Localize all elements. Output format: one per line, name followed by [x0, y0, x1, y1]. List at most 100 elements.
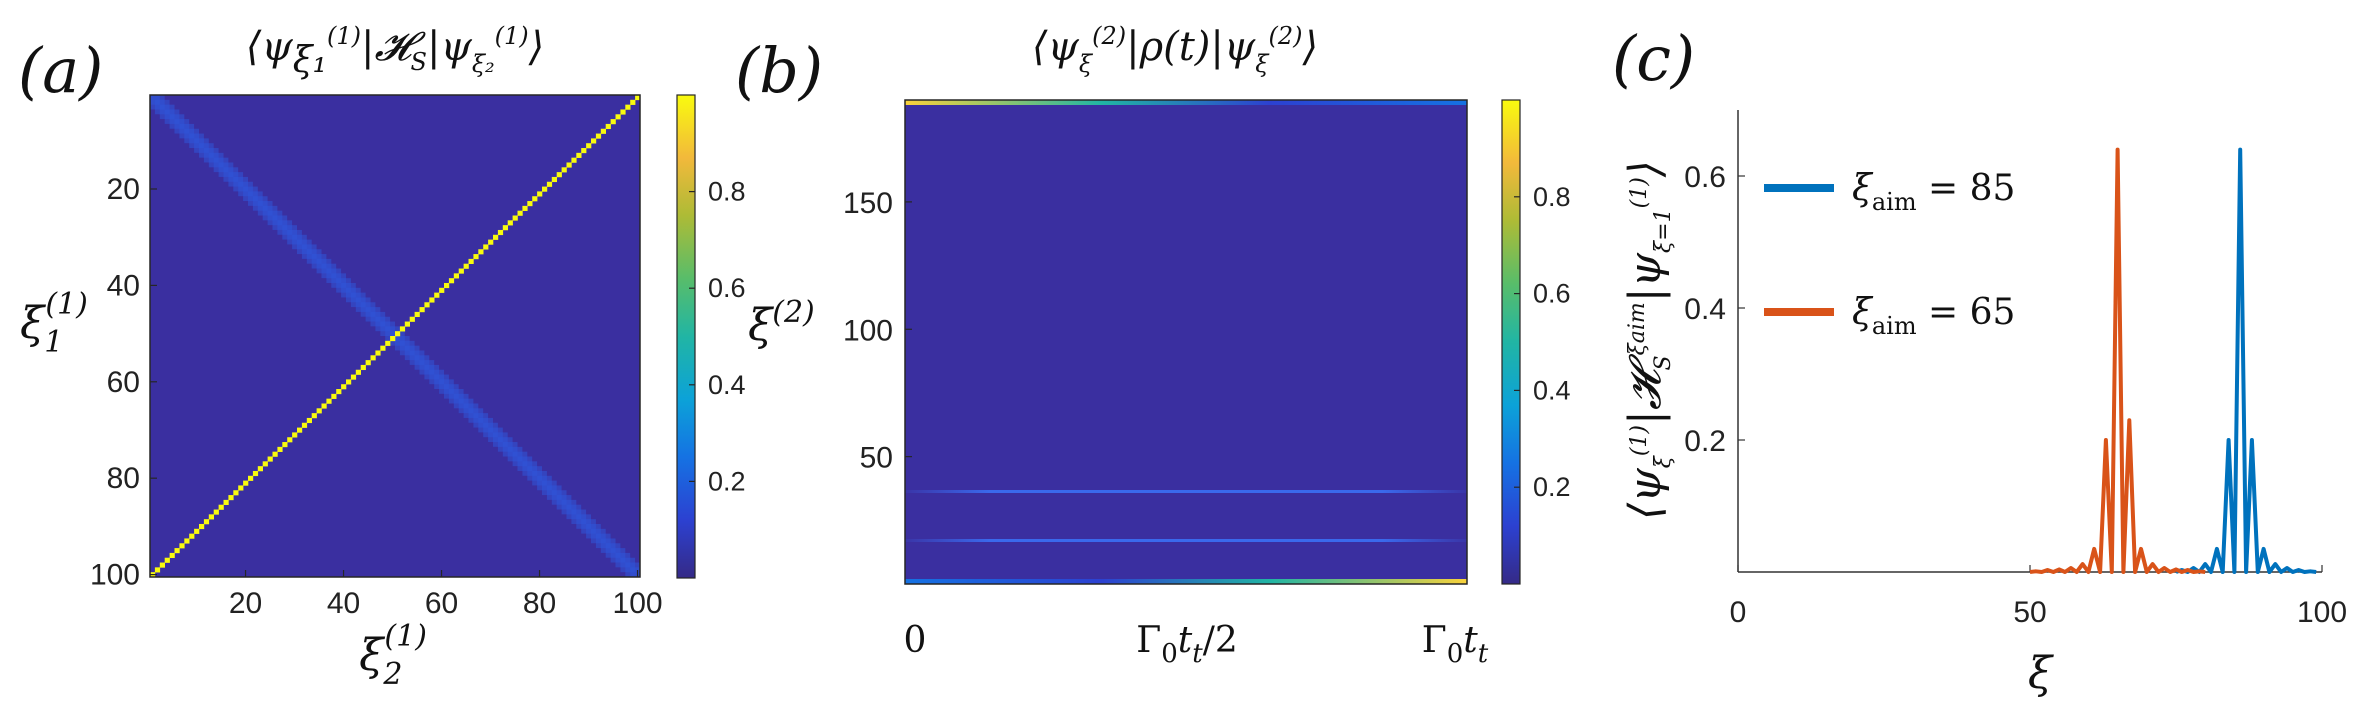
heatmap-a-diag-cell: [390, 336, 396, 342]
panel-b-colorbar: [1501, 99, 1521, 585]
heatmap-a-diag-cell: [635, 95, 640, 101]
heatmap-a-diag-cell: [566, 162, 572, 168]
heatmap-a-diag-cell: [277, 446, 283, 452]
heatmap-a-diag-cell: [154, 567, 161, 573]
heatmap-a-diag-cell: [331, 393, 337, 399]
heatmap-a-diag-cell: [483, 244, 489, 250]
heatmap-a-diag-cell: [404, 321, 410, 327]
heatmap-a-diag-cell: [208, 514, 214, 520]
heatmap-a-diag-cell: [238, 485, 244, 491]
heatmap-a-diag-cell: [512, 215, 518, 221]
panel-a: (a) ⟨ψξ₁(1)|𝓗S|ψξ₂(1)⟩ 20 40 60 80 100 20 40 6…: [18, 22, 746, 692]
heatmap-a-diag-cell: [478, 249, 484, 255]
heatmap-a-diag-cell: [630, 99, 636, 105]
heatmap-a-diag-cell: [380, 345, 386, 351]
panel-b-row-top: [905, 100, 1467, 105]
y-tick-label: 150: [843, 187, 893, 220]
heatmap-a-diag-cell: [571, 157, 577, 163]
heatmap-a-diag-cell: [257, 466, 263, 472]
heatmap-a-diag-cell: [414, 311, 420, 318]
heatmap-a-diag-cell: [561, 167, 567, 173]
heatmap-a-diag-cell: [424, 302, 430, 308]
heatmap-a-diag-cell: [370, 355, 376, 361]
heatmap-a-diag-cell: [184, 538, 190, 544]
heatmap-a-diag-cell: [194, 528, 200, 534]
heatmap-a-diag-cell: [473, 254, 479, 260]
colorbar-tick-label: 0.8: [1533, 182, 1571, 212]
series-line-65: [2029, 147, 2206, 574]
colorbar-tick-label: 0.4: [708, 370, 746, 400]
heatmap-a-diag-cell: [179, 543, 185, 549]
heatmap-a-diag-cell: [463, 263, 469, 269]
heatmap-a-diag-cell: [458, 268, 464, 274]
y-tick-label: 0.4: [1684, 293, 1726, 326]
y-tick-label: 80: [107, 462, 140, 495]
heatmap-a-diag-cell: [169, 552, 175, 559]
panel-b: (b) ⟨ψξ(2)|ρ(t)|ψξ(2)⟩ 50 100 150 0 Γ0tt/2…: [735, 22, 1571, 669]
heatmap-a-diag-cell: [306, 417, 312, 424]
heatmap-a-diag-cell: [203, 519, 210, 525]
panel-c-series: [2029, 147, 2317, 574]
heatmap-a-diag-cell: [316, 408, 322, 414]
y-tick-label: 0.2: [1684, 425, 1726, 458]
colorbar-tick-label: 0.6: [1533, 279, 1571, 309]
heatmap-a-diag-cell: [213, 509, 219, 515]
panel-a-x-label: ξ2(1): [359, 619, 427, 692]
panel-a-y-ticks: 20 40 60 80 100: [90, 173, 157, 592]
heatmap-a-diag-cell: [625, 104, 631, 110]
colorbar-tick-label: 0.8: [708, 177, 746, 207]
panel-c-y-label: ⟨ψξ(1)|𝓗Sξaim|ψξ=1(1)⟩: [1620, 160, 1676, 520]
colorbar-tick-label: 0.4: [1533, 375, 1571, 405]
y-tick-label: 50: [860, 442, 893, 475]
heatmap-a-glow: [630, 567, 640, 577]
heatmap-a-diag-cell: [301, 422, 308, 428]
heatmap-a-diag-cell: [336, 389, 342, 395]
heatmap-a-diag-cell: [223, 499, 229, 505]
heatmap-a-diag-cell: [610, 119, 616, 125]
heatmap-a-diag-cell: [507, 220, 513, 226]
heatmap-a-diag-cell: [326, 398, 332, 404]
panel-b-title: ⟨ψξ(2)|ρ(t)|ψξ(2)⟩: [1032, 22, 1318, 78]
heatmap-a-diag-cell: [252, 470, 259, 477]
heatmap-a-diag-cell: [399, 326, 406, 332]
heatmap-a-diag-cell: [199, 523, 205, 530]
heatmap-a-diag-cell: [605, 123, 611, 130]
y-tick-label: 0.6: [1684, 161, 1726, 194]
heatmap-a-diag-cell: [581, 148, 587, 154]
panel-c-label: (c): [1612, 22, 1695, 95]
heatmap-a-diag-cell: [576, 152, 582, 158]
heatmap-a-diag-cell: [365, 360, 371, 366]
heatmap-a-diag-cell: [228, 495, 234, 501]
heatmap-a-diag-cell: [488, 239, 494, 245]
heatmap-a-diag-cell: [218, 504, 224, 510]
heatmap-a-diag-cell: [360, 364, 366, 371]
legend-entry-85: ξaim = 85: [1852, 168, 2015, 216]
heatmap-a-diag-cell: [346, 379, 352, 385]
panel-b-label: (b): [735, 34, 823, 107]
heatmap-a-diag-cell: [527, 201, 533, 207]
panel-c-x-label: ξ: [2028, 648, 2055, 699]
panel-b-row-18: [905, 539, 1467, 542]
colorbar-tick-label: 0.2: [1533, 472, 1571, 502]
heatmap-a-diag-cell: [453, 273, 459, 279]
heatmap-a-diag-cell: [429, 297, 435, 303]
heatmap-a-diag-cell: [375, 350, 381, 356]
panel-a-title: ⟨ψξ₁(1)|𝓗S|ψξ₂(1)⟩: [246, 22, 545, 81]
heatmap-a-diag-cell: [267, 456, 273, 462]
heatmap-a-diag-cell: [262, 461, 268, 467]
x-tick-label: 80: [523, 587, 556, 620]
heatmap-a-diag-cell: [164, 557, 170, 563]
panel-b-x-tick-mid: Γ0tt/2: [1136, 620, 1238, 669]
y-tick-label: 20: [107, 173, 140, 206]
heatmap-a-diag-cell: [243, 480, 249, 486]
panel-a-label: (a): [18, 34, 103, 107]
heatmap-a-diag-cell: [444, 282, 450, 289]
x-tick-label: 40: [327, 587, 360, 620]
heatmap-a-diag-cell: [591, 138, 597, 144]
heatmap-a-diag-cell: [556, 172, 562, 178]
panel-a-colorbar-ticks: 0.2 0.4 0.6 0.8: [689, 177, 746, 496]
heatmap-a-diag-cell: [615, 114, 621, 120]
heatmap-a-diag-cell: [292, 432, 298, 438]
heatmap-a-diag-cell: [468, 258, 474, 264]
